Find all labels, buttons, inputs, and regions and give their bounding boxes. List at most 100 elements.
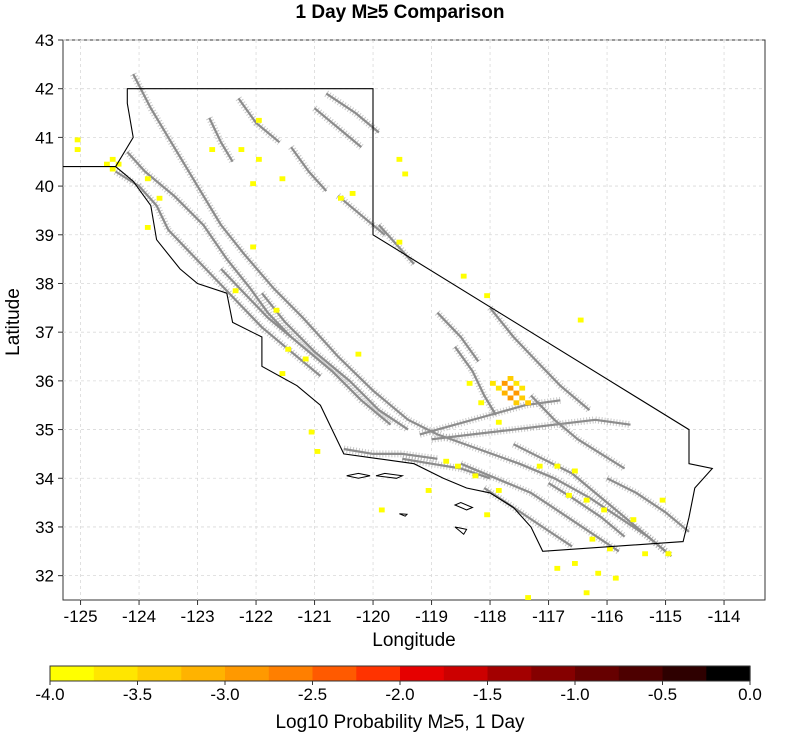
x-tick-label-1: -124 [122, 607, 156, 626]
colorbar-title: Log10 Probability M≥5, 1 Day [275, 712, 525, 733]
fault-trace-2 [126, 151, 292, 338]
fault-trace-9 [489, 307, 591, 411]
y-tick-label-1: 33 [35, 518, 54, 537]
colorbar-swatch-2 [137, 666, 182, 681]
colorbar-swatch-7 [356, 666, 401, 681]
probability-cell-27 [314, 449, 321, 454]
probability-cell-17 [402, 171, 409, 177]
colorbar-tick-label-1: -3.5 [123, 685, 152, 704]
probability-cell-16 [396, 156, 403, 162]
probability-cell-22 [285, 346, 292, 352]
x-tick-label-11: -114 [708, 607, 741, 626]
probability-cell-35 [513, 390, 520, 396]
fault-trace-11 [513, 443, 673, 558]
y-tick-label-10: 42 [35, 80, 54, 99]
fault-trace-7 [454, 346, 497, 416]
probability-cell-63 [583, 590, 590, 596]
probability-cell-11 [256, 156, 262, 162]
probability-cell-54 [659, 497, 666, 503]
plot-area [62, 39, 766, 601]
probability-cell-20 [484, 293, 490, 299]
probability-cell-53 [630, 517, 637, 523]
colorbar-swatch-11 [531, 666, 576, 681]
probability-cell-70 [250, 244, 256, 250]
probability-cell-68 [378, 507, 385, 513]
colorbar-swatch-3 [181, 666, 226, 681]
probability-cell-10 [238, 147, 245, 152]
probability-cell-37 [519, 395, 526, 401]
probability-cell-41 [525, 400, 531, 406]
probability-cell-18 [338, 195, 344, 201]
probability-cell-32 [513, 380, 520, 386]
probability-cell-45 [455, 463, 461, 469]
probability-cell-57 [642, 551, 648, 557]
x-tick-label-4: -121 [298, 607, 332, 626]
probability-cell-61 [595, 570, 602, 576]
fault-trace-24 [547, 482, 626, 538]
colorbar-swatch-9 [443, 666, 489, 681]
fault-trace-8 [436, 311, 480, 363]
probability-cell-2 [104, 161, 110, 167]
fault-trace-23 [606, 477, 690, 533]
fault-trace-20 [337, 194, 386, 236]
y-tick-label-11: 43 [35, 31, 54, 50]
probability-cell-13 [279, 176, 286, 182]
probability-cell-30 [501, 380, 508, 386]
colorbar-tick-label-5: -1.5 [473, 685, 502, 704]
probability-cell-12 [256, 117, 262, 123]
fault-trace-12 [460, 462, 620, 553]
probability-cell-25 [279, 371, 286, 376]
colorbar-swatch-6 [312, 666, 357, 681]
probability-cell-0 [74, 137, 81, 143]
probability-cell-44 [443, 458, 450, 464]
probability-cell-21 [577, 317, 584, 323]
fault-trace-17 [313, 107, 363, 148]
colorbar-tick-label-2: -3.0 [210, 685, 239, 704]
y-tick-label-4: 36 [35, 372, 54, 391]
probability-cell-9 [209, 147, 216, 152]
probability-cells [74, 117, 672, 600]
colorbar-tick-label-3: -2.5 [298, 685, 327, 704]
fault-trace-10 [530, 394, 626, 470]
x-tick-label-6: -119 [415, 607, 448, 626]
x-axis-title: Longitude [372, 630, 455, 651]
fault-trace-6 [431, 418, 631, 441]
colorbar: -4.0 -3.5 -3.0 -2.5 -2.0 -1.5 -1.0 -0.5 0.0 [35, 665, 762, 704]
fault-trace-1 [115, 170, 322, 377]
x-tick-label-0: -125 [64, 607, 98, 626]
probability-cell-72 [232, 288, 239, 294]
x-tick-label-8: -117 [532, 607, 565, 626]
probability-cell-51 [583, 497, 590, 503]
probability-cell-49 [572, 468, 578, 474]
probability-cell-65 [495, 488, 502, 493]
colorbar-tick-label-7: -0.5 [648, 685, 677, 704]
colorbar-swatch-4 [225, 666, 270, 681]
probability-cell-1 [74, 147, 81, 152]
probability-cell-43 [495, 419, 502, 425]
probability-cell-31 [507, 376, 514, 381]
fault-trace-18 [325, 92, 380, 134]
probability-cell-48 [554, 463, 561, 469]
island-0 [346, 472, 371, 479]
probability-cell-24 [355, 351, 362, 357]
probability-cell-58 [665, 551, 672, 557]
colorbar-tick-label-0: -4.0 [35, 685, 64, 704]
fault-trace-22 [208, 117, 234, 163]
probability-cell-56 [607, 546, 613, 552]
island-4 [399, 513, 409, 517]
colorbar-swatch-14 [662, 666, 707, 681]
probability-cell-42 [513, 400, 520, 406]
colorbar-swatch-5 [268, 666, 314, 681]
fault-trace-13 [483, 487, 573, 548]
probability-cell-59 [572, 561, 578, 566]
probability-cell-39 [495, 385, 502, 391]
probability-cell-29 [478, 400, 485, 406]
probability-cell-8 [144, 225, 151, 230]
probability-cell-40 [490, 380, 496, 386]
island-1 [375, 472, 405, 479]
colorbar-swatch-8 [400, 666, 445, 681]
chart-title: 1 Day M≥5 Comparison [296, 2, 505, 23]
colorbar-tick-label-4: -2.0 [385, 685, 414, 704]
fault-trace-16 [290, 146, 328, 192]
